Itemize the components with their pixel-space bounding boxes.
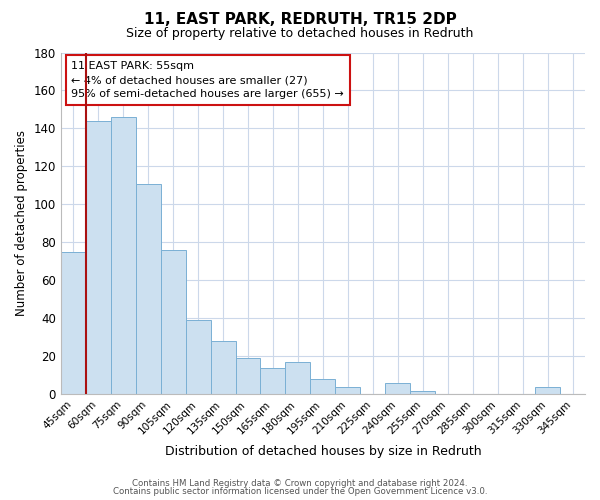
Text: 11 EAST PARK: 55sqm
← 4% of detached houses are smaller (27)
95% of semi-detache: 11 EAST PARK: 55sqm ← 4% of detached hou… bbox=[71, 61, 344, 99]
Bar bbox=[260, 368, 286, 394]
Bar bbox=[161, 250, 185, 394]
Bar bbox=[185, 320, 211, 394]
Bar bbox=[136, 184, 161, 394]
Bar bbox=[211, 342, 236, 394]
Bar bbox=[86, 121, 111, 394]
Text: 11, EAST PARK, REDRUTH, TR15 2DP: 11, EAST PARK, REDRUTH, TR15 2DP bbox=[143, 12, 457, 28]
Bar bbox=[286, 362, 310, 394]
Bar bbox=[310, 379, 335, 394]
Bar bbox=[335, 387, 361, 394]
X-axis label: Distribution of detached houses by size in Redruth: Distribution of detached houses by size … bbox=[164, 444, 481, 458]
Bar bbox=[61, 252, 86, 394]
Text: Contains public sector information licensed under the Open Government Licence v3: Contains public sector information licen… bbox=[113, 487, 487, 496]
Y-axis label: Number of detached properties: Number of detached properties bbox=[15, 130, 28, 316]
Bar bbox=[385, 383, 410, 394]
Bar bbox=[236, 358, 260, 394]
Bar bbox=[535, 387, 560, 394]
Text: Size of property relative to detached houses in Redruth: Size of property relative to detached ho… bbox=[127, 28, 473, 40]
Bar bbox=[410, 390, 435, 394]
Bar bbox=[111, 117, 136, 394]
Text: Contains HM Land Registry data © Crown copyright and database right 2024.: Contains HM Land Registry data © Crown c… bbox=[132, 478, 468, 488]
